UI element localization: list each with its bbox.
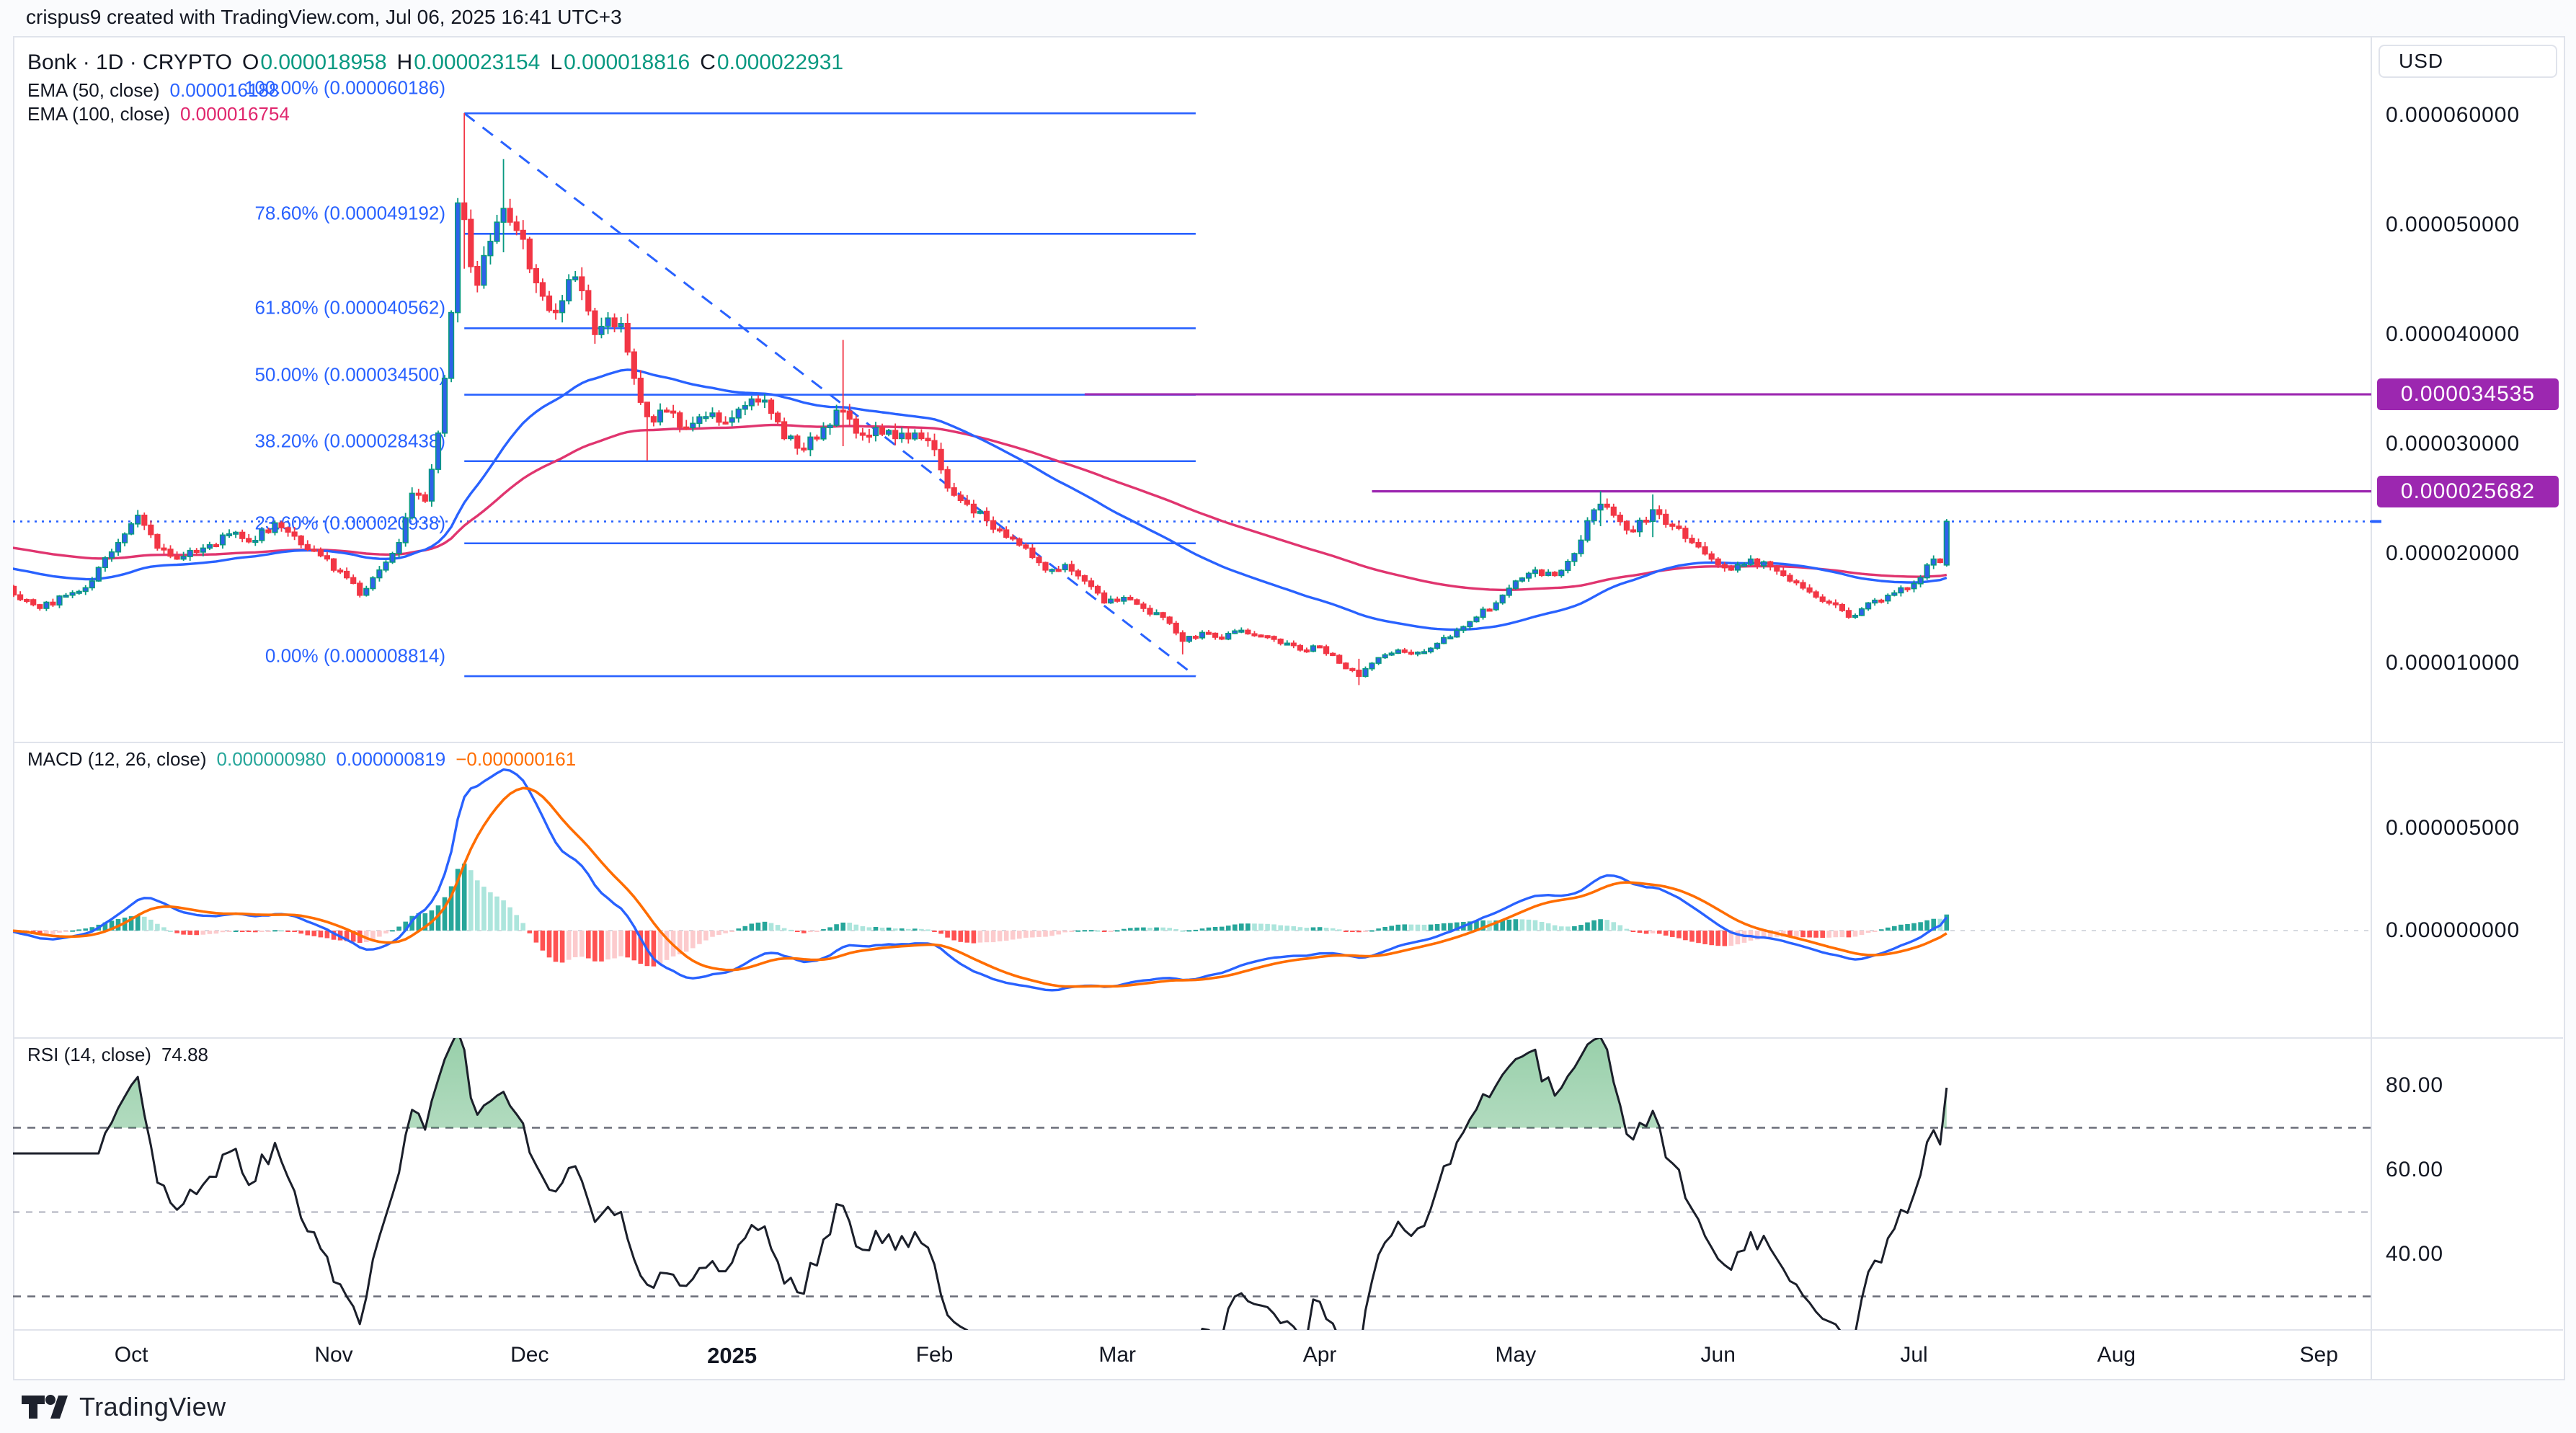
tradingview-wordmark: TradingView [79,1392,226,1421]
rsi-legend: RSI (14, close) 74.88 [27,1044,208,1066]
macd-tick: 0.000005000 [2386,816,2521,840]
time-tick-2025: 2025 [707,1343,758,1368]
ema100-legend: EMA (100, close) 0.000016754 [27,103,290,125]
attribution-text: crispus9 created with TradingView.com, J… [26,6,622,28]
price-badge-0: 0.000034535 [2377,378,2559,411]
time-tick-Jul: Jul [1900,1343,1928,1367]
time-tick-May: May [1495,1343,1537,1367]
symbol-legend: Bonk · 1D · CRYPTO O 0.000018958 H 0.00002… [27,50,843,75]
time-axis[interactable]: Oct Nov Dec 2025 Feb Mar Apr May Jun Jul Aug Sep [13,1330,2371,1380]
time-tick-Aug: Aug [2097,1343,2136,1367]
macd-tick: 0.000000000 [2386,918,2521,942]
ema100-value: 0.000016754 [179,103,290,125]
time-tick-Jun: Jun [1700,1343,1736,1367]
chart-frame [13,36,2565,1380]
price-tick: 0.000060000 [2386,103,2521,127]
rsi-label: RSI (14, close) [27,1044,151,1065]
symbol-title: Bonk · 1D · CRYPTO [27,50,232,74]
price-tick: 0.000010000 [2386,651,2521,675]
time-tick-Sep: Sep [2299,1343,2338,1367]
time-tick-Nov: Nov [314,1343,353,1367]
ohlc-open: O 0.000018958 [241,50,387,74]
ema50-legend: EMA (50, close) 0.000016188 [27,79,279,102]
time-tick-Mar: Mar [1098,1343,1137,1367]
time-tick-Feb: Feb [915,1343,954,1367]
macd-label: MACD (12, 26, close) [27,748,207,770]
price-tick: 0.000030000 [2386,432,2521,456]
price-tick: 0.000050000 [2386,213,2521,236]
rsi-value: 74.88 [161,1044,209,1065]
price-axis[interactable]: 0.000060000 0.000050000 0.000040000 0.00003… [2371,36,2576,1330]
macd-legend: MACD (12, 26, close) 0.000000980 0.00000… [27,748,576,771]
ema50-value: 0.000016188 [169,79,280,101]
price-tick: 0.000040000 [2386,322,2521,346]
ohlc-high: H 0.000023154 [396,50,541,74]
currency-selector[interactable]: USD [2379,45,2557,78]
macd-signal-value: −0.000000161 [456,748,577,770]
ohlc-close: C 0.000022931 [700,50,844,74]
rsi-tick: 60.00 [2386,1158,2444,1181]
price-badge-1: 0.000025682 [2377,475,2559,507]
tradingview-logo-icon [22,1395,68,1419]
macd-hist-value: 0.000000980 [216,748,327,770]
time-tick-Dec: Dec [510,1343,549,1367]
ohlc-low: L 0.000018816 [550,50,690,74]
price-tick: 0.000020000 [2386,541,2521,565]
tradingview-brand[interactable]: TradingView [22,1390,226,1424]
macd-line-value: 0.000000819 [336,748,446,770]
time-tick-Apr: Apr [1302,1343,1337,1367]
rsi-tick: 80.00 [2386,1073,2444,1097]
rsi-tick: 40.00 [2386,1242,2444,1266]
ema50-label: EMA (50, close) [27,79,160,101]
time-tick-Oct: Oct [114,1343,148,1367]
ema100-label: EMA (100, close) [27,103,170,125]
